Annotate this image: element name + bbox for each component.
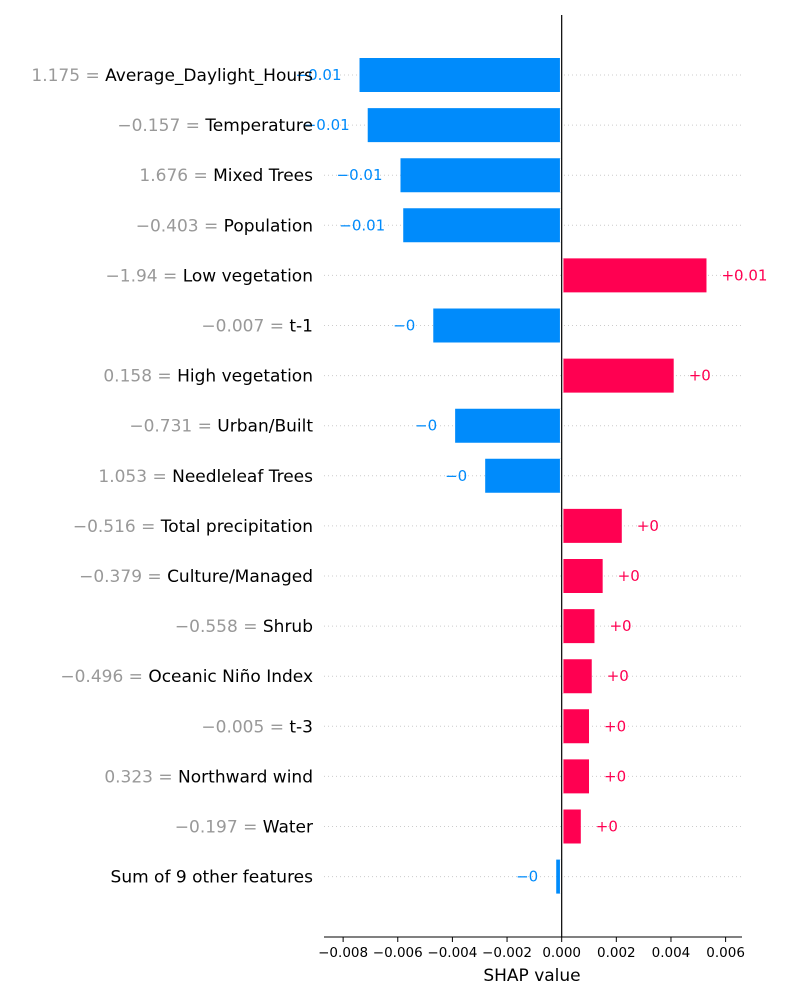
- bar: [359, 58, 562, 92]
- feature-label: −1.94 = Low vegetation: [106, 266, 313, 286]
- x-tick-label: −0.008: [318, 945, 368, 961]
- feature-name: Mixed Trees: [213, 166, 313, 186]
- data-label: −0.01: [339, 216, 385, 234]
- feature-value: −1.94 =: [106, 266, 183, 286]
- bar-value-labels: −0.01 −0.01 −0.01 −0.01 +0.01 −0 +0 −0 −0 +0 +0 +0 +…: [296, 66, 768, 886]
- bar: [561, 609, 595, 644]
- x-tick-label: −0.004: [427, 945, 477, 961]
- data-label: +0: [607, 667, 629, 685]
- feature-label: −0.731 = Urban/Built: [129, 417, 313, 437]
- data-label: +0: [618, 567, 640, 585]
- data-label: +0: [604, 717, 626, 735]
- x-tick-label: −0.002: [482, 945, 532, 961]
- feature-label: −0.496 = Oceanic Niño Index: [60, 667, 313, 687]
- feature-name: Population: [224, 216, 313, 236]
- feature-name: Northward wind: [178, 767, 313, 787]
- feature-name: Urban/Built: [217, 417, 313, 437]
- feature-label: 0.158 = High vegetation: [103, 367, 313, 387]
- bar: [400, 158, 562, 193]
- x-tick-label: −0.006: [373, 945, 423, 961]
- feature-name: Total precipitation: [160, 517, 313, 537]
- bar: [561, 358, 674, 393]
- feature-value: −0.496 =: [60, 667, 148, 687]
- feature-name: Average_Daylight_Hours: [105, 66, 313, 86]
- x-tick-label: 0.002: [597, 945, 636, 961]
- feature-value: −0.197 =: [175, 818, 263, 838]
- bar: [561, 759, 590, 794]
- feature-labels: 1.175 = Average_Daylight_Hours −0.157 = T…: [31, 66, 313, 888]
- feature-value: 1.053 =: [98, 467, 172, 487]
- x-tick-label: 0.006: [706, 945, 745, 961]
- feature-label: −0.005 = t-3: [201, 717, 313, 737]
- feature-label: −0.157 = Temperature: [117, 116, 313, 136]
- x-tick-label: 0.000: [542, 945, 581, 961]
- feature-value: −0.157 =: [117, 116, 205, 136]
- x-tick-label: 0.004: [652, 945, 691, 961]
- feature-value: 0.323 =: [104, 767, 178, 787]
- bar: [485, 458, 562, 493]
- feature-name: Oceanic Niño Index: [148, 667, 313, 687]
- feature-value: −0.005 =: [201, 717, 289, 737]
- feature-value: −0.731 =: [129, 417, 217, 437]
- feature-label: −0.007 = t-1: [201, 317, 313, 337]
- data-label: +0.01: [721, 266, 767, 284]
- data-label: −0: [393, 317, 415, 335]
- bar: [561, 709, 590, 744]
- feature-label: −0.379 = Culture/Managed: [79, 567, 313, 587]
- data-label: +0: [604, 767, 626, 785]
- feature-label: 1.676 = Mixed Trees: [139, 166, 313, 186]
- data-label: −0: [415, 417, 437, 435]
- data-label: −0: [445, 467, 467, 485]
- bar: [403, 208, 562, 243]
- feature-label: −0.403 = Population: [136, 216, 313, 236]
- bar: [561, 508, 622, 543]
- feature-label: 1.053 = Needleleaf Trees: [98, 467, 313, 487]
- bar: [561, 258, 707, 293]
- feature-name: Sum of 9 other features: [111, 868, 314, 888]
- data-label: +0: [609, 617, 631, 635]
- feature-value: −0.007 =: [201, 317, 289, 337]
- data-label: −0: [516, 868, 538, 886]
- data-label: +0: [637, 517, 659, 535]
- feature-value: 1.676 =: [139, 166, 213, 186]
- feature-value: −0.516 =: [73, 517, 161, 537]
- bar: [433, 308, 562, 343]
- data-label: +0: [596, 818, 618, 836]
- bar: [561, 559, 603, 593]
- bars: [359, 58, 707, 894]
- data-label: −0.01: [337, 166, 383, 184]
- feature-name: Low vegetation: [183, 266, 313, 286]
- feature-value: −0.558 =: [175, 617, 263, 637]
- feature-value: 1.175 =: [31, 66, 105, 86]
- bar: [561, 809, 581, 844]
- feature-name: Culture/Managed: [167, 567, 313, 587]
- bar: [367, 108, 562, 143]
- feature-name: t-1: [289, 317, 313, 337]
- data-label: −0.01: [304, 116, 350, 134]
- feature-name: Needleleaf Trees: [172, 467, 313, 487]
- bar: [455, 408, 562, 443]
- feature-label: −0.516 = Total precipitation: [73, 517, 313, 537]
- feature-label: 0.323 = Northward wind: [104, 767, 313, 787]
- feature-name: Water: [263, 818, 313, 838]
- x-axis: −0.008 −0.006 −0.004 −0.002 0.000 0.002 0.004 0…: [318, 936, 745, 961]
- feature-label: −0.558 = Shrub: [175, 617, 313, 637]
- data-label: +0: [689, 367, 711, 385]
- feature-value: −0.403 =: [136, 216, 224, 236]
- feature-name: Shrub: [263, 617, 313, 637]
- feature-name: High vegetation: [177, 367, 313, 387]
- data-label: −0.01: [296, 66, 342, 84]
- feature-name: t-3: [289, 717, 313, 737]
- feature-label: Sum of 9 other features: [111, 868, 314, 888]
- x-axis-label: SHAP value: [483, 966, 580, 986]
- feature-label: 1.175 = Average_Daylight_Hours: [31, 66, 313, 86]
- bar: [561, 659, 592, 694]
- feature-value: −0.379 =: [79, 567, 167, 587]
- feature-value: 0.158 =: [103, 367, 177, 387]
- feature-name: Temperature: [204, 116, 313, 136]
- feature-label: −0.197 = Water: [175, 818, 313, 838]
